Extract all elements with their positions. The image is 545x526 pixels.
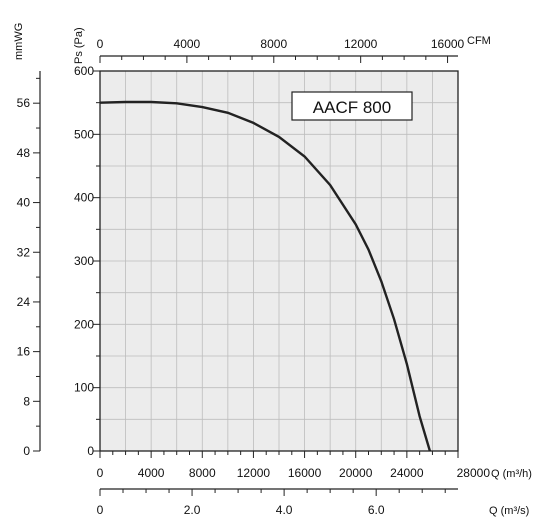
- top-tick-label: 0: [97, 37, 104, 51]
- bottom2-tick-label: 0: [97, 503, 104, 517]
- y-tick-label: 100: [74, 381, 94, 395]
- x-tick-label: 16000: [288, 466, 322, 480]
- performance-curve: [99, 100, 432, 452]
- model-label: AACF 800: [313, 98, 391, 117]
- x-tick-label: 28000: [457, 466, 491, 480]
- left2-tick-label: 8: [23, 394, 30, 408]
- bottom2-tick-label: 6.0: [368, 503, 385, 517]
- x-tick-label: 24000: [390, 466, 424, 480]
- y-tick-label: 200: [74, 317, 94, 331]
- left2-tick-label: 56: [17, 96, 31, 110]
- x-axis-bottom-m3s: 0 2.0 4.0 6.0: [97, 488, 458, 517]
- x-axis-top-cfm: 0 4000 8000 12000 16000: [97, 37, 465, 63]
- top-tick-label: 8000: [260, 37, 287, 51]
- y-axis-left-mmwg: 0 8 16 24 32 40 48 56: [17, 71, 41, 458]
- x-tick-label: 4000: [138, 466, 165, 480]
- y-axis-left: 0 100 200 300 400 500 600: [74, 64, 100, 458]
- left2-tick-label: 48: [17, 146, 31, 160]
- bottom-axis2-title: Q (m³/s): [489, 505, 529, 517]
- top-axis-title: CFM: [467, 35, 491, 47]
- left2-tick-label: 0: [23, 444, 30, 458]
- y-tick-label: 300: [74, 254, 94, 268]
- y-axis-title: Ps (Pa): [73, 27, 85, 64]
- x-tick-label: 12000: [237, 466, 271, 480]
- top-tick-label: 4000: [174, 37, 201, 51]
- x-axis-title: Q (m³/h): [491, 468, 532, 480]
- left2-tick-label: 16: [17, 345, 31, 359]
- y-tick-label: 600: [74, 64, 94, 78]
- left2-tick-label: 32: [17, 245, 31, 259]
- top-tick-label: 16000: [431, 37, 465, 51]
- model-label-box: AACF 800: [291, 91, 413, 121]
- y-tick-label: 0: [87, 444, 94, 458]
- left-axis2-title: mmWG: [13, 23, 25, 60]
- x-tick-label: 20000: [339, 466, 373, 480]
- y-tick-label: 500: [74, 127, 94, 141]
- x-axis-bottom: 0 4000 8000 12000 16000 20000 24000 28000: [97, 451, 491, 480]
- x-tick-label: 8000: [189, 466, 216, 480]
- bottom2-tick-label: 4.0: [276, 503, 293, 517]
- x-tick-label: 0: [97, 466, 104, 480]
- left2-tick-label: 40: [17, 196, 31, 210]
- left2-tick-label: 24: [17, 295, 31, 309]
- y-tick-label: 400: [74, 191, 94, 205]
- bottom2-tick-label: 2.0: [184, 503, 201, 517]
- top-tick-label: 12000: [344, 37, 378, 51]
